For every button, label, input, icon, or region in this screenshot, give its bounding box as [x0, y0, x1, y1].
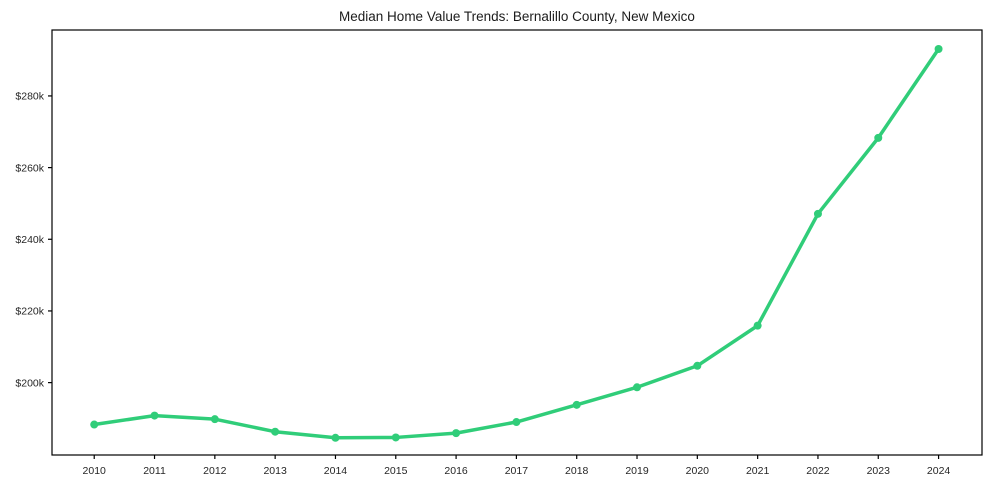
x-tick-label: 2013 [263, 465, 287, 477]
x-tick-label: 2010 [83, 465, 107, 477]
x-tick-label: 2014 [324, 465, 348, 477]
data-point-2013 [271, 427, 280, 436]
data-point-2010 [90, 420, 99, 429]
data-point-2011 [150, 411, 159, 420]
x-tick-label: 2020 [686, 465, 710, 477]
data-point-2016 [452, 429, 461, 438]
x-tick-label: 2011 [143, 465, 166, 477]
y-tick-label: $200k [15, 377, 44, 389]
data-point-2023 [874, 133, 883, 142]
data-point-2014 [331, 433, 340, 442]
data-point-2022 [813, 209, 822, 218]
data-point-2020 [693, 361, 702, 370]
x-tick-label: 2016 [444, 465, 468, 477]
x-tick-label: 2022 [806, 465, 830, 477]
data-point-2017 [512, 418, 521, 427]
chart-title: Median Home Value Trends: Bernalillo Cou… [339, 9, 695, 24]
x-tick-label: 2015 [384, 465, 408, 477]
data-point-2021 [753, 321, 762, 330]
data-point-2015 [391, 433, 400, 442]
data-point-2018 [572, 400, 581, 409]
x-tick-label: 2017 [505, 465, 529, 477]
y-tick-label: $240k [15, 234, 44, 246]
x-tick-label: 2024 [927, 465, 951, 477]
trend-line [92, 47, 941, 440]
data-point-2024 [934, 44, 943, 53]
axis-frame [51, 29, 983, 456]
y-tick-label: $280k [15, 91, 44, 103]
x-tick-label: 2021 [746, 465, 770, 477]
data-point-2019 [633, 383, 642, 392]
x-tick-label: 2012 [203, 465, 227, 477]
x-tick-label: 2018 [565, 465, 589, 477]
x-tick-label: 2019 [625, 465, 649, 477]
y-tick-label: $220k [15, 306, 44, 318]
y-tick-label: $260k [15, 162, 44, 174]
data-point-2012 [210, 415, 219, 424]
x-tick-label: 2023 [867, 465, 891, 477]
